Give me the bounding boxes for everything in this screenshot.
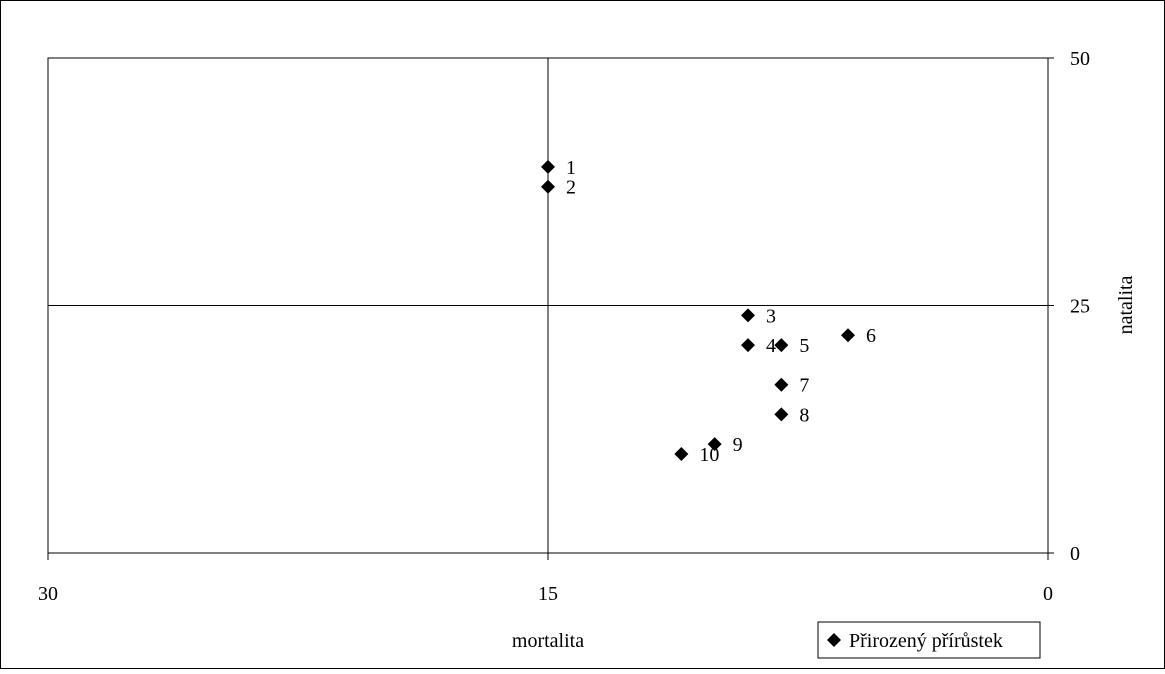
legend-label: Přirozený přírůstek — [849, 630, 1003, 652]
data-point-3 — [741, 308, 755, 323]
data-point-7 — [774, 377, 789, 392]
data-label-10: 10 — [699, 444, 719, 466]
data-label-7: 7 — [799, 375, 809, 397]
data-point-9 — [707, 437, 722, 452]
x-tick-label: 0 — [1043, 583, 1053, 605]
legend-box — [817, 621, 1041, 659]
data-label-3: 3 — [766, 305, 776, 327]
data-points: 12 3 4 5 6 7 8 9 10 — [541, 157, 876, 466]
x-tick-label: 30 — [38, 583, 58, 605]
data-label-9: 9 — [733, 434, 743, 456]
y-tick-label: 0 — [1070, 543, 1080, 565]
x-tick-label: 15 — [538, 583, 558, 605]
data-point-10 — [674, 447, 689, 461]
y-axis-title: natalita — [1115, 275, 1137, 334]
data-label-4: 4 — [766, 335, 776, 357]
data-point-1 — [541, 159, 555, 174]
data-point-2 — [541, 179, 555, 194]
data-point-8 — [774, 407, 789, 422]
data-point-5 — [774, 338, 789, 353]
data-label-8: 8 — [799, 404, 809, 426]
reference-lines — [48, 58, 1048, 553]
x-axis-title: mortalita — [512, 630, 584, 652]
data-point-4 — [741, 338, 755, 353]
legend-marker-diamond-icon — [827, 633, 841, 647]
y-tick-label: 50 — [1070, 48, 1090, 70]
data-point-6 — [841, 328, 855, 343]
legend: Přirozený přírůstek — [817, 621, 1041, 659]
data-label-2: 2 — [566, 177, 576, 199]
data-label-6: 6 — [866, 325, 876, 347]
data-label-1: 1 — [566, 157, 576, 179]
data-label-5: 5 — [799, 335, 809, 357]
y-tick-label: 25 — [1070, 296, 1090, 318]
